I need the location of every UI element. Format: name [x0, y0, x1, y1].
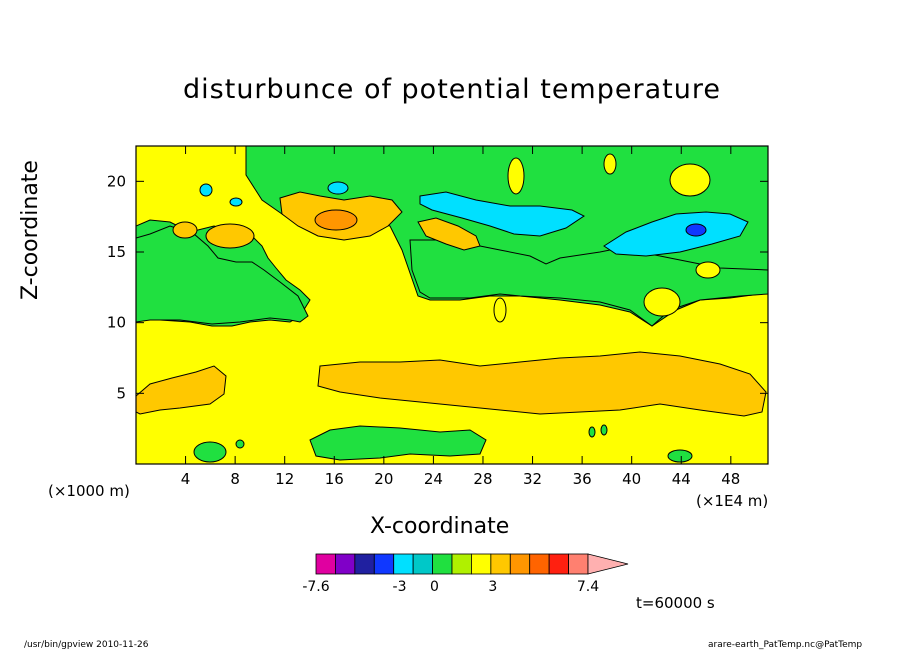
region-green-lower-5 — [588, 426, 596, 438]
x-tick-label: 32 — [523, 470, 542, 488]
region-cyan-2 — [603, 211, 749, 257]
footer-left: /usr/bin/gpview 2010-11-26 — [24, 640, 149, 650]
region-green-lower-6 — [600, 424, 608, 436]
x-unit-right: (×1E4 m) — [696, 492, 769, 510]
region-orange-upper-3 — [417, 217, 481, 251]
region-yellow-island-3 — [695, 261, 721, 279]
axis-ticks — [136, 146, 768, 464]
colorbar-segment — [568, 553, 589, 575]
colorbar-extend-arrow — [587, 553, 629, 575]
x-axis-label: X-coordinate — [370, 514, 510, 539]
heatmap-field — [136, 146, 768, 464]
region-cyan-small-2 — [199, 183, 213, 197]
colorbar-segment — [335, 553, 356, 575]
x-tick-label: 12 — [275, 470, 294, 488]
colorbar-label: -7.6 — [302, 579, 329, 595]
region-orange-upper-core — [314, 209, 358, 231]
y-tick-label: 10 — [107, 314, 126, 332]
region-green-lower-3 — [667, 449, 693, 463]
colorbar-segment — [451, 553, 472, 575]
time-label: t=60000 s — [636, 594, 715, 612]
x-tick-label: 48 — [721, 470, 740, 488]
region-green-lower-4 — [235, 439, 245, 449]
x-tick-label: 20 — [374, 470, 393, 488]
x-tick-label: 24 — [424, 470, 443, 488]
colorbar-segment — [529, 553, 550, 575]
x-tick-label: 44 — [672, 470, 691, 488]
region-orange-upper-2 — [205, 223, 255, 249]
region-blue-core — [685, 223, 707, 237]
region-yellow-island-1 — [507, 157, 525, 195]
colorbar-label: 0 — [430, 579, 439, 595]
y-tick-label: 20 — [107, 172, 126, 190]
y-tick-label: 5 — [116, 384, 126, 402]
region-orange-upper-4 — [172, 221, 198, 239]
colorbar-segment — [509, 553, 531, 575]
colorbar-label: 7.4 — [577, 579, 599, 595]
region-yellow-island-6 — [603, 153, 617, 175]
y-axis-label: Z-coordinate — [18, 160, 43, 300]
colorbar-label: 3 — [488, 579, 497, 595]
x-tick-label: 28 — [473, 470, 492, 488]
region-orange-left — [136, 365, 227, 415]
x-tick-label: 8 — [230, 470, 240, 488]
colorbar-segment — [471, 553, 492, 575]
region-cyan-small-1 — [327, 181, 349, 195]
colorbar-segment — [412, 553, 433, 575]
colorbar: -7.6 -3 0 3 7.4 — [302, 553, 629, 595]
colorbar-segment — [373, 553, 395, 575]
region-yellow-island-2 — [669, 163, 711, 197]
footer-right: arare-earth_PatTemp.nc@PatTemp — [708, 640, 863, 650]
colorbar-segment — [393, 553, 414, 575]
region-orange-band — [317, 351, 767, 417]
region-green-lower-2 — [193, 441, 227, 463]
region-green-lower-1 — [309, 425, 487, 461]
colorbar-segment — [432, 553, 453, 575]
x-tick-label: 40 — [622, 470, 641, 488]
colorbar-segment — [315, 553, 336, 575]
region-yellow-island-4 — [643, 287, 681, 317]
x-tick-label: 4 — [181, 470, 191, 488]
region-green-left-mid — [136, 225, 309, 325]
colorbar-label: -3 — [393, 579, 407, 595]
chart-title: disturbunce of potential temperature — [183, 74, 721, 105]
x-unit-left: (×1000 m) — [48, 482, 130, 500]
x-tick-label: 16 — [325, 470, 344, 488]
region-yellow-island-5 — [493, 297, 507, 323]
y-tick-label: 15 — [107, 243, 126, 261]
region-cyan-small-3 — [229, 197, 243, 207]
plot-frame — [135, 145, 769, 465]
colorbar-segment — [490, 553, 511, 575]
x-tick-label: 36 — [573, 470, 592, 488]
colorbar-segment — [354, 553, 375, 575]
region-cyan-1 — [419, 191, 585, 237]
colorbar-segment — [548, 553, 569, 575]
